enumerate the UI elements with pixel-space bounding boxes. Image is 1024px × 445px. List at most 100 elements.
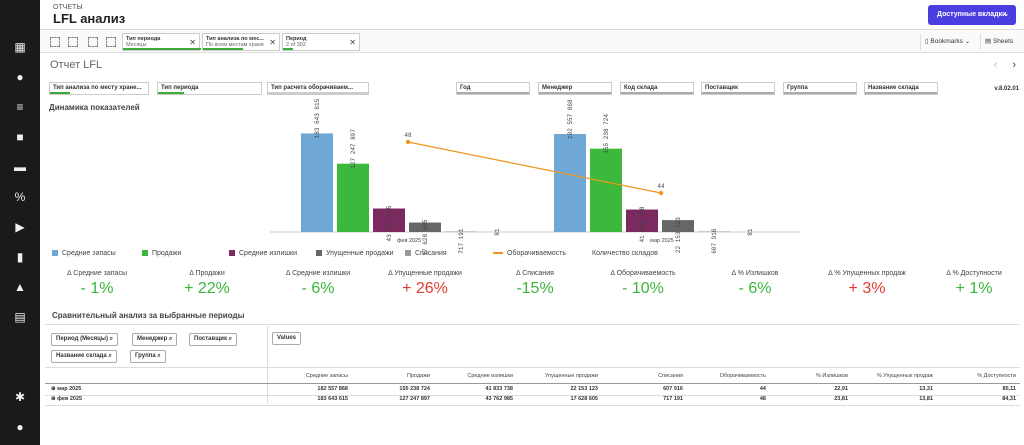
dimension-manager-button[interactable]: Менеджер ⌕ — [132, 333, 178, 346]
kpi-label: Δ Продажи — [189, 270, 225, 277]
selection-chip-value: Месяцы — [126, 42, 147, 48]
breadcrumb[interactable]: ОТЧЕТЫ — [53, 4, 83, 11]
kpi-value: - 10% — [622, 280, 664, 297]
filter-supplier[interactable]: Поставщик — [701, 82, 775, 95]
settings-icon[interactable]: ✱ — [14, 390, 26, 404]
table-cell: 183 643 615 — [317, 396, 348, 402]
column-header[interactable]: Оборачиваемость — [719, 373, 766, 379]
selection-chip-period-type[interactable]: Тип периода Месяцы ✕ — [122, 33, 201, 51]
table-cell: 182 557 868 — [317, 386, 348, 392]
clear-selections-icon[interactable] — [106, 37, 116, 47]
report-icon[interactable]: ▶ — [15, 220, 25, 234]
kpi-value: -15% — [516, 280, 554, 297]
table-row-label[interactable]: ⊕ мар 2025 — [51, 386, 81, 392]
legend-item[interactable]: Оборачиваемость — [493, 250, 566, 257]
percent-icon[interactable]: % — [14, 190, 26, 204]
available-tabs-button[interactable]: Доступные вкладки ⌄ — [928, 5, 1016, 25]
selection-chip-period[interactable]: Период 2 of 302 ✕ — [282, 33, 360, 51]
legend-item[interactable]: Продажи — [142, 250, 181, 257]
table-cell: 22,91 — [834, 386, 848, 392]
column-header[interactable]: Списания — [658, 373, 683, 379]
warning-icon[interactable]: ▲ — [14, 280, 26, 294]
legend-label: Списания — [415, 250, 447, 257]
bar-data-label: 43 762 985 — [386, 205, 393, 241]
search-icon: ⌕ — [168, 336, 173, 342]
bulb-icon[interactable]: ● — [16, 70, 24, 84]
column-header[interactable]: % Упущенных продаж — [876, 373, 933, 379]
table-cell: 44 — [759, 386, 766, 392]
kpi-value: + 26% — [402, 280, 448, 297]
filter-manager[interactable]: Менеджер — [538, 82, 612, 95]
table-cell: 13,31 — [919, 386, 933, 392]
bar-data-label: 41 833 738 — [639, 206, 646, 242]
legend-item[interactable]: Средние излишки — [229, 250, 297, 257]
kpi-label: Δ Оборачиваемость — [610, 270, 676, 277]
truck-icon[interactable]: ▬ — [14, 160, 26, 174]
selection-bar — [865, 92, 937, 94]
selection-chip-analysis-type[interactable]: Тип анализа по мес... По всем местам хра… — [202, 33, 280, 51]
bar-2 — [373, 208, 405, 232]
smart-search-icon[interactable] — [50, 37, 60, 47]
column-header[interactable]: Продажи — [407, 373, 430, 379]
warehouse-icon[interactable]: ■ — [16, 130, 24, 144]
close-icon[interactable]: ✕ — [349, 38, 356, 47]
dimension-supplier-button[interactable]: Поставщик ⌕ — [189, 333, 237, 346]
column-header[interactable]: Упущенные продажи — [544, 373, 598, 379]
dimension-warehouse-name-button[interactable]: Название склада ⌕ — [51, 350, 117, 363]
step-back-icon[interactable] — [88, 37, 98, 47]
legend-label: Продажи — [152, 250, 182, 257]
selections-tool-icon[interactable] — [68, 37, 78, 47]
sheet-navigation: ‹ › — [982, 59, 1016, 71]
bookmarks-button[interactable]: ▯ Bookmarks ⌄ — [920, 34, 970, 50]
next-sheet-icon[interactable]: › — [1012, 59, 1016, 71]
legend-item[interactable]: Средние запасы — [52, 250, 116, 257]
turnover-label: 44 — [657, 183, 665, 190]
close-icon[interactable]: ✕ — [269, 38, 276, 47]
kpi-value: - 1% — [80, 280, 114, 297]
kpi-label: Δ Средние излишки — [285, 270, 351, 277]
search-icon: ⌕ — [108, 353, 112, 359]
legend-item[interactable]: Упущенные продажи — [316, 250, 394, 257]
table-row-label[interactable]: ⊕ фев 2025 — [51, 396, 82, 402]
legend-item[interactable]: Списания — [405, 250, 447, 257]
filter-label: Тип периода — [161, 85, 199, 91]
bookmarks-label: Bookmarks — [930, 38, 963, 45]
calendar-icon[interactable]: ▤ — [14, 310, 26, 324]
expand-icon[interactable]: ⊕ — [51, 386, 56, 392]
values-label: Values — [277, 335, 297, 341]
filter-storage-analysis-type[interactable]: Тип анализа по месту хране... — [49, 82, 149, 95]
filter-warehouse-name[interactable]: Название склада — [864, 82, 938, 95]
filter-label: Год — [460, 85, 471, 91]
expand-icon[interactable]: ⊕ — [51, 396, 56, 402]
column-header[interactable]: Средние запасы — [305, 373, 348, 379]
dimension-period-button[interactable]: Период (Месяцы) ⌕ — [51, 333, 119, 346]
search-icon: ⌕ — [228, 336, 232, 342]
sheets-button[interactable]: ▤ Sheets — [980, 34, 1013, 50]
filter-label: Код склада — [624, 85, 658, 91]
column-header[interactable]: Средние излишки — [467, 373, 513, 379]
column-header[interactable]: % Доступности — [977, 373, 1016, 379]
legend-item[interactable]: Количество складов — [592, 250, 658, 257]
dimension-label: Группа — [135, 353, 156, 359]
filter-period-type[interactable]: Тип периода — [157, 82, 262, 95]
bar-chart-icon[interactable]: ▮ — [16, 250, 24, 264]
filter-warehouse-code[interactable]: Код склада — [620, 82, 694, 95]
document-icon[interactable]: ≡ — [16, 100, 24, 114]
filter-label: Группа — [787, 85, 808, 91]
bar-data-label: 155 238 724 — [603, 114, 610, 154]
user-icon[interactable]: ● — [16, 420, 24, 434]
filter-turnover-calc-type[interactable]: Тип расчета оборачиваем... — [267, 82, 369, 95]
previous-sheet-icon[interactable]: ‹ — [993, 59, 998, 71]
selection-chip-title: Тип периода — [126, 36, 161, 42]
filter-year[interactable]: Год — [456, 82, 530, 95]
dimension-group-button[interactable]: Группа ⌕ — [130, 350, 166, 363]
values-button[interactable]: Values — [272, 332, 302, 345]
bar-data-label: 183 643 615 — [314, 98, 321, 138]
table-cell: 13,81 — [919, 396, 933, 402]
bar-1 — [337, 163, 369, 232]
apps-icon[interactable]: ▦ — [14, 40, 26, 54]
close-icon[interactable]: ✕ — [189, 38, 196, 47]
kpi-card: Δ Списания -15% — [490, 270, 580, 298]
column-header[interactable]: % Излишков — [816, 373, 848, 379]
filter-group[interactable]: Группа — [783, 82, 857, 95]
